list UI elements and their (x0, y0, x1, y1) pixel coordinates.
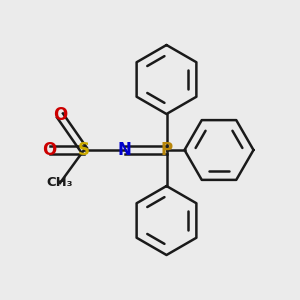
Text: CH₃: CH₃ (47, 176, 73, 190)
Text: P: P (160, 141, 172, 159)
Text: O: O (42, 141, 57, 159)
Text: O: O (53, 106, 67, 124)
Text: N: N (118, 141, 131, 159)
Text: S: S (78, 141, 90, 159)
